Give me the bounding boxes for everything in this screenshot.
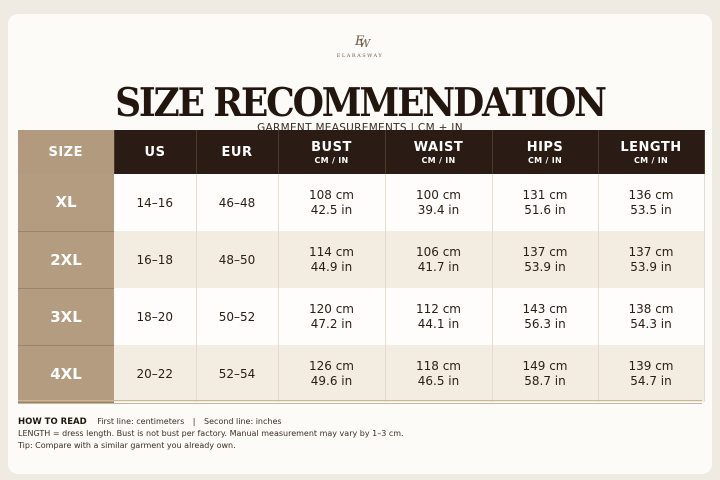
size-cell: 4XL: [18, 345, 114, 403]
monogram-icon: E W: [354, 34, 371, 50]
us-cell: 14–16: [114, 174, 197, 231]
column-header-bust: BUST CM / IN: [278, 130, 386, 174]
length-note: LENGTH = dress length. Bust is not bust …: [18, 429, 404, 438]
svg-text:E: E: [354, 34, 365, 49]
divider: [18, 400, 702, 401]
column-header-size: SIZE: [18, 130, 115, 174]
svg-text:W: W: [359, 37, 371, 50]
table-row: 3XL 18–20 50–52 120 cm 47.2 in 112 cm 44.1…: [18, 288, 705, 346]
waist-cell: 100 cm 39.4 in: [385, 174, 493, 231]
us-cell: 16–18: [114, 231, 197, 288]
table-header-row: SIZE US EUR BUST CM / IN WAIST CM / IN H…: [18, 130, 705, 174]
column-header-eur: EUR: [196, 130, 279, 174]
how-to-read-notes: HOW TO READ First line: centimeters | Se…: [18, 416, 404, 452]
bust-cell: 108 cm 42.5 in: [278, 174, 386, 231]
eur-cell: 48–50: [196, 231, 279, 288]
bust-cell: 114 cm 44.9 in: [278, 231, 386, 288]
length-cell: 139 cm 54.7 in: [598, 345, 705, 402]
brand-name: ELARASWAY: [336, 53, 384, 59]
size-cell: 2XL: [18, 231, 114, 289]
bust-cell: 120 cm 47.2 in: [278, 288, 386, 345]
hips-cell: 149 cm 58.7 in: [492, 345, 599, 402]
hips-cell: 143 cm 56.3 in: [492, 288, 599, 345]
eur-cell: 46–48: [196, 174, 279, 231]
size-cell: 3XL: [18, 288, 114, 346]
how-to-read-line: HOW TO READ First line: centimeters | Se…: [18, 416, 404, 428]
table-row: XL 14–16 46–48 108 cm 42.5 in 100 cm 39.4 …: [18, 174, 705, 232]
column-header-us: US: [114, 130, 197, 174]
brand-logo: E W ELARASWAY: [300, 30, 420, 59]
waist-cell: 106 cm 41.7 in: [385, 231, 493, 288]
first-line-note: First line: centimeters: [97, 417, 185, 426]
us-cell: 18–20: [114, 288, 197, 345]
tip-note: Tip: Compare with a similar garment you …: [18, 441, 236, 450]
page-title: SIZE RECOMMENDATION: [115, 80, 607, 126]
size-table: SIZE US EUR BUST CM / IN WAIST CM / IN H…: [18, 130, 705, 403]
length-cell: 138 cm 54.3 in: [598, 288, 705, 345]
hips-cell: 131 cm 51.6 in: [492, 174, 599, 231]
waist-cell: 118 cm 46.5 in: [385, 345, 493, 402]
length-cell: 136 cm 53.5 in: [598, 174, 705, 231]
table-row: 2XL 16–18 48–50 114 cm 44.9 in 106 cm 41.7…: [18, 231, 705, 289]
table-row: 4XL 20–22 52–54 126 cm 49.6 in 118 cm 46.5…: [18, 345, 705, 403]
size-cell: XL: [18, 174, 114, 232]
column-header-length: LENGTH CM / IN: [598, 130, 705, 174]
column-header-hips: HIPS CM / IN: [492, 130, 599, 174]
waist-cell: 112 cm 44.1 in: [385, 288, 493, 345]
eur-cell: 50–52: [196, 288, 279, 345]
length-cell: 137 cm 53.9 in: [598, 231, 705, 288]
column-header-waist: WAIST CM / IN: [385, 130, 493, 174]
note-separator: |: [192, 417, 196, 426]
eur-cell: 52–54: [196, 345, 279, 402]
how-to-read-label: HOW TO READ: [18, 417, 87, 427]
second-line-note: Second line: inches: [204, 417, 282, 426]
bust-cell: 126 cm 49.6 in: [278, 345, 386, 402]
divider: [18, 403, 702, 404]
us-cell: 20–22: [114, 345, 197, 402]
hips-cell: 137 cm 53.9 in: [492, 231, 599, 288]
